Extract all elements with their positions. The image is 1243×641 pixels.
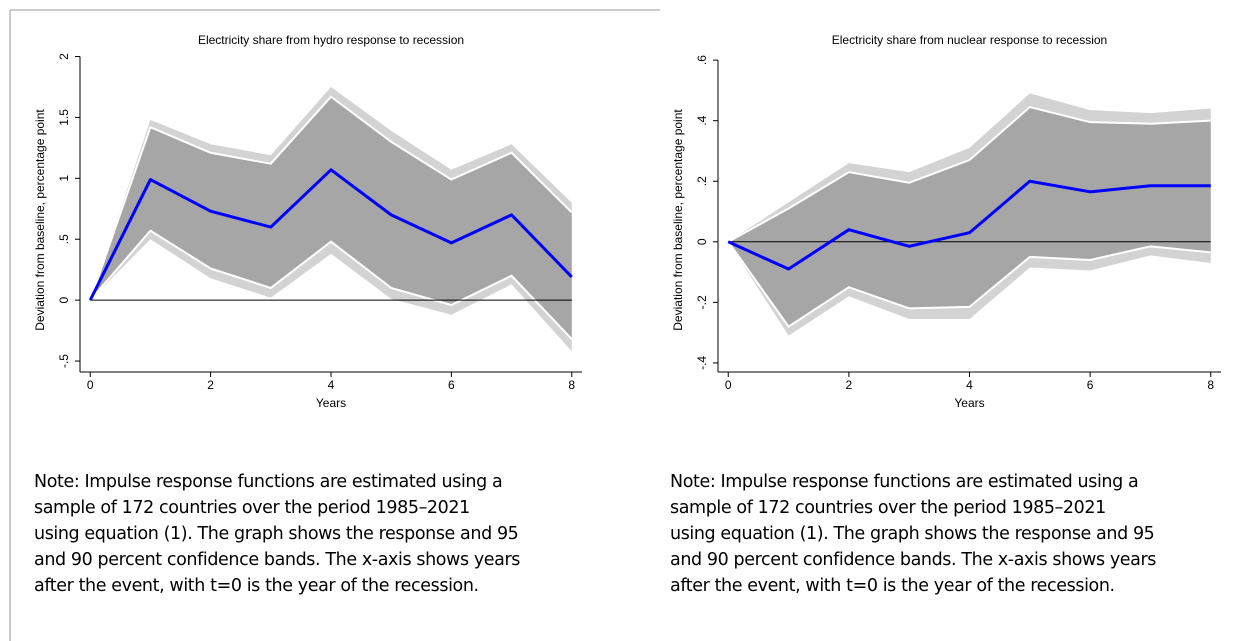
y-tick-label: 2 <box>57 53 71 60</box>
band-90-edge <box>89 95 573 301</box>
note-line: using equation (1). The graph shows the … <box>670 524 1154 544</box>
x-tick-label: 2 <box>207 378 214 392</box>
response-line <box>727 179 1211 271</box>
y-axis-label: Deviation from baseline, percentage poin… <box>671 109 685 331</box>
note-line: sample of 172 countries over the period … <box>670 498 1106 518</box>
y-tick-label: .6 <box>695 55 709 65</box>
x-axis-label: Years <box>316 396 346 410</box>
note-line: Note: Impulse response functions are est… <box>34 472 502 492</box>
band-90-edge <box>89 229 573 340</box>
response-line <box>88 168 573 301</box>
note-line: and 90 percent confidence bands. The x-a… <box>34 550 520 570</box>
x-tick-label: 4 <box>966 378 973 392</box>
note-line: using equation (1). The graph shows the … <box>34 524 518 544</box>
x-tick-label: 8 <box>568 378 575 392</box>
band-90-edge <box>727 241 1211 328</box>
band-90 <box>728 107 1211 327</box>
y-tick-label: 0 <box>695 238 709 245</box>
note-line: Note: Impulse response functions are est… <box>670 472 1138 492</box>
note-line: and 90 percent confidence bands. The x-a… <box>670 550 1156 570</box>
note-line: after the event, with t=0 is the year of… <box>34 576 479 596</box>
band-90-edge <box>727 105 1211 243</box>
x-tick-label: 0 <box>87 378 94 392</box>
chart-title: Electricity share from hydro response to… <box>198 33 464 47</box>
note-line: sample of 172 countries over the period … <box>34 498 470 518</box>
y-tick-label: 1 <box>57 175 71 182</box>
x-axis-label: Years <box>954 396 984 410</box>
chart-title: Electricity share from nuclear response … <box>832 33 1107 47</box>
y-tick-label: .5 <box>57 234 71 244</box>
x-tick-label: 4 <box>328 378 335 392</box>
y-tick-label: 1.5 <box>57 109 71 126</box>
x-tick-label: 6 <box>448 378 455 392</box>
note-line: after the event, with t=0 is the year of… <box>670 576 1115 596</box>
x-tick-label: 0 <box>725 378 732 392</box>
y-tick-label: .2 <box>695 176 709 186</box>
y-tick-label: -.5 <box>57 354 71 368</box>
y-tick-label: -.4 <box>695 356 709 370</box>
band-90 <box>90 96 572 340</box>
y-axis-label: Deviation from baseline, percentage poin… <box>33 109 47 331</box>
y-tick-label: -.2 <box>695 295 709 309</box>
x-tick-label: 6 <box>1087 378 1094 392</box>
x-tick-label: 8 <box>1207 378 1214 392</box>
x-tick-label: 2 <box>846 378 853 392</box>
y-tick-label: .4 <box>695 115 709 125</box>
y-tick-label: 0 <box>57 296 71 303</box>
